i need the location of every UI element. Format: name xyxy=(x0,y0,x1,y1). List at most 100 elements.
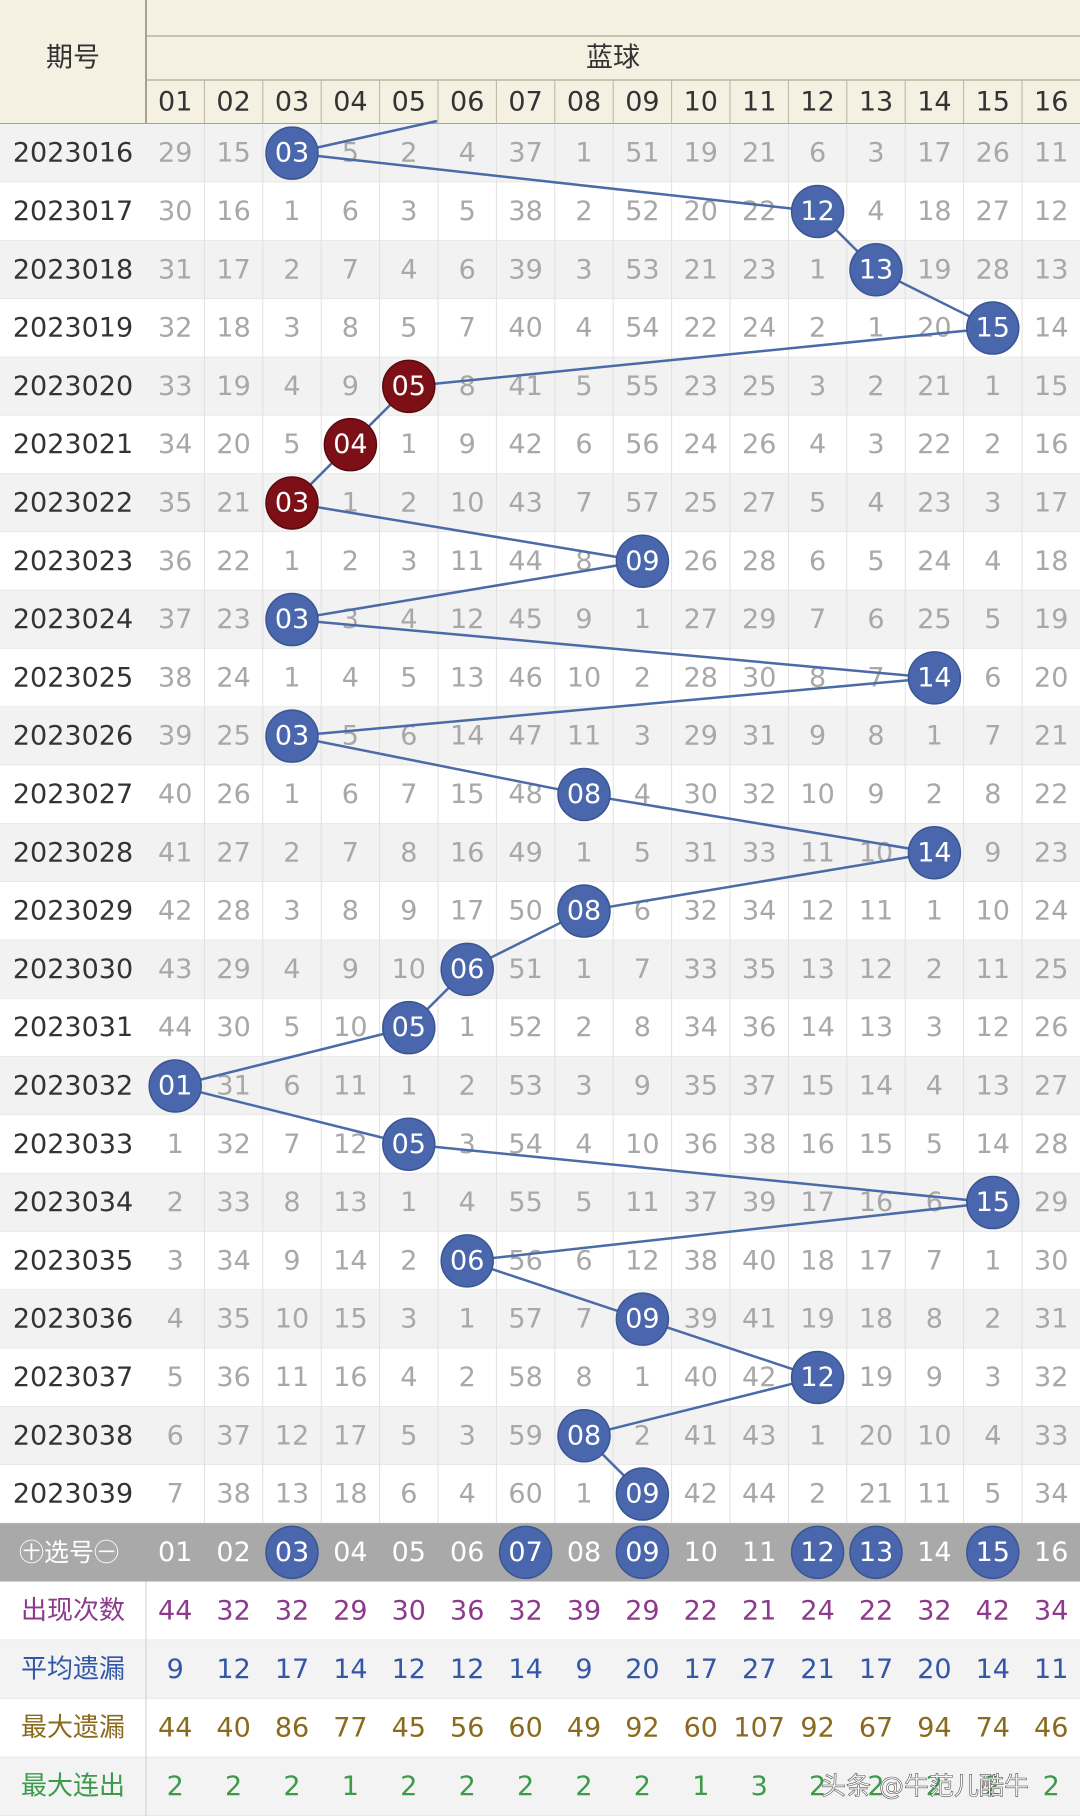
trend-line xyxy=(174,151,998,1495)
stats-label: 最大连出 xyxy=(21,1772,125,1802)
selector-ball-06[interactable]: 06 xyxy=(450,1537,484,1568)
column-header-02: 02 xyxy=(216,87,250,118)
miss-count: 11 xyxy=(450,546,484,577)
miss-count: 51 xyxy=(508,954,542,985)
hit-ball-label: 14 xyxy=(917,662,951,693)
miss-count: 57 xyxy=(508,1304,542,1335)
miss-count: 36 xyxy=(158,546,192,577)
stats-value: 94 xyxy=(917,1713,951,1744)
miss-count: 26 xyxy=(216,779,250,810)
miss-count: 52 xyxy=(508,1012,542,1043)
miss-count: 8 xyxy=(926,1304,943,1335)
selector-ball-15[interactable]: 15 xyxy=(976,1537,1010,1568)
hit-ball-label: 14 xyxy=(917,837,951,868)
selected-ball[interactable] xyxy=(849,1525,903,1580)
miss-count: 9 xyxy=(342,371,359,402)
table-row xyxy=(0,1348,1080,1407)
hit-ball-label: 03 xyxy=(275,604,309,635)
selector-label[interactable]: ㊉选号㊀ xyxy=(19,1538,119,1567)
selected-ball[interactable] xyxy=(498,1525,553,1580)
period-label: 2023030 xyxy=(13,954,133,985)
miss-count: 17 xyxy=(859,1245,893,1276)
period-label: 2023039 xyxy=(13,1479,133,1510)
miss-count: 2 xyxy=(809,313,826,344)
selector-ball-05[interactable]: 05 xyxy=(392,1537,426,1568)
selector-ball-02[interactable]: 02 xyxy=(216,1537,250,1568)
miss-count: 43 xyxy=(158,954,192,985)
column-header-04: 04 xyxy=(333,87,367,118)
miss-count: 47 xyxy=(508,721,542,752)
miss-count: 53 xyxy=(625,254,659,285)
miss-count: 1 xyxy=(984,371,1001,402)
hit-ball-label: 05 xyxy=(392,1129,426,1160)
miss-count: 37 xyxy=(742,1070,776,1101)
stats-value: 34 xyxy=(1034,1595,1068,1626)
miss-count: 15 xyxy=(859,1129,893,1160)
hit-ball xyxy=(790,184,845,239)
miss-count: 9 xyxy=(926,1362,943,1393)
selector-ball-13[interactable]: 13 xyxy=(859,1537,893,1568)
hit-ball-label: 09 xyxy=(625,1304,659,1335)
miss-count: 7 xyxy=(167,1479,184,1510)
selector-ball-03[interactable]: 03 xyxy=(275,1537,309,1568)
miss-count: 9 xyxy=(283,1245,300,1276)
selected-ball[interactable] xyxy=(615,1525,670,1580)
miss-count: 24 xyxy=(742,313,776,344)
miss-count: 4 xyxy=(283,954,300,985)
miss-count: 12 xyxy=(859,954,893,985)
miss-count: 34 xyxy=(684,1012,718,1043)
miss-count: 16 xyxy=(1034,429,1068,460)
selector-ball-11[interactable]: 11 xyxy=(742,1537,776,1568)
miss-count: 14 xyxy=(800,1012,834,1043)
miss-count: 29 xyxy=(216,954,250,985)
miss-count: 7 xyxy=(634,954,651,985)
selector-ball-09[interactable]: 09 xyxy=(625,1537,659,1568)
selector-ball-10[interactable]: 10 xyxy=(684,1537,718,1568)
miss-count: 2 xyxy=(400,487,417,518)
miss-count: 8 xyxy=(342,896,359,927)
selector-ball-08[interactable]: 08 xyxy=(567,1537,601,1568)
miss-count: 4 xyxy=(867,487,884,518)
miss-count: 2 xyxy=(634,662,651,693)
table-row xyxy=(0,1406,1080,1465)
selector-ball-07[interactable]: 07 xyxy=(508,1537,542,1568)
hit-ball xyxy=(790,1350,845,1405)
miss-count: 19 xyxy=(859,1362,893,1393)
stats-value: 29 xyxy=(333,1595,367,1626)
miss-count: 6 xyxy=(575,429,592,460)
miss-count: 25 xyxy=(917,604,951,635)
miss-count: 5 xyxy=(809,487,826,518)
stats-value: 67 xyxy=(859,1713,893,1744)
selected-ball[interactable] xyxy=(790,1525,845,1580)
period-header: 期号 xyxy=(46,43,100,74)
miss-count: 12 xyxy=(625,1245,659,1276)
table-row xyxy=(0,823,1080,882)
miss-count: 8 xyxy=(342,313,359,344)
stats-value: 2 xyxy=(283,1771,300,1802)
selector-ball-14[interactable]: 14 xyxy=(917,1537,951,1568)
miss-count: 23 xyxy=(917,487,951,518)
selector-ball-04[interactable]: 04 xyxy=(333,1537,367,1568)
miss-count: 20 xyxy=(859,1420,893,1451)
miss-count: 5 xyxy=(400,313,417,344)
miss-count: 44 xyxy=(742,1479,776,1510)
period-label: 2023034 xyxy=(13,1187,133,1218)
miss-count: 32 xyxy=(216,1129,250,1160)
selected-ball[interactable] xyxy=(265,1525,319,1580)
miss-count: 5 xyxy=(984,604,1001,635)
stats-row xyxy=(0,1698,1080,1758)
stats-value: 32 xyxy=(508,1595,542,1626)
miss-count: 35 xyxy=(742,954,776,985)
selector-ball-16[interactable]: 16 xyxy=(1034,1537,1068,1568)
miss-count: 41 xyxy=(158,837,192,868)
miss-count: 4 xyxy=(984,546,1001,577)
selector-ball-12[interactable]: 12 xyxy=(800,1537,834,1568)
hit-ball-label: 09 xyxy=(625,546,659,577)
selector-ball-01[interactable]: 01 xyxy=(158,1537,192,1568)
miss-count: 4 xyxy=(400,254,417,285)
selected-ball[interactable] xyxy=(966,1525,1020,1580)
stats-value: 21 xyxy=(742,1595,776,1626)
miss-count: 34 xyxy=(158,429,192,460)
period-label: 2023035 xyxy=(13,1245,133,1276)
stats-value: 30 xyxy=(392,1595,426,1626)
